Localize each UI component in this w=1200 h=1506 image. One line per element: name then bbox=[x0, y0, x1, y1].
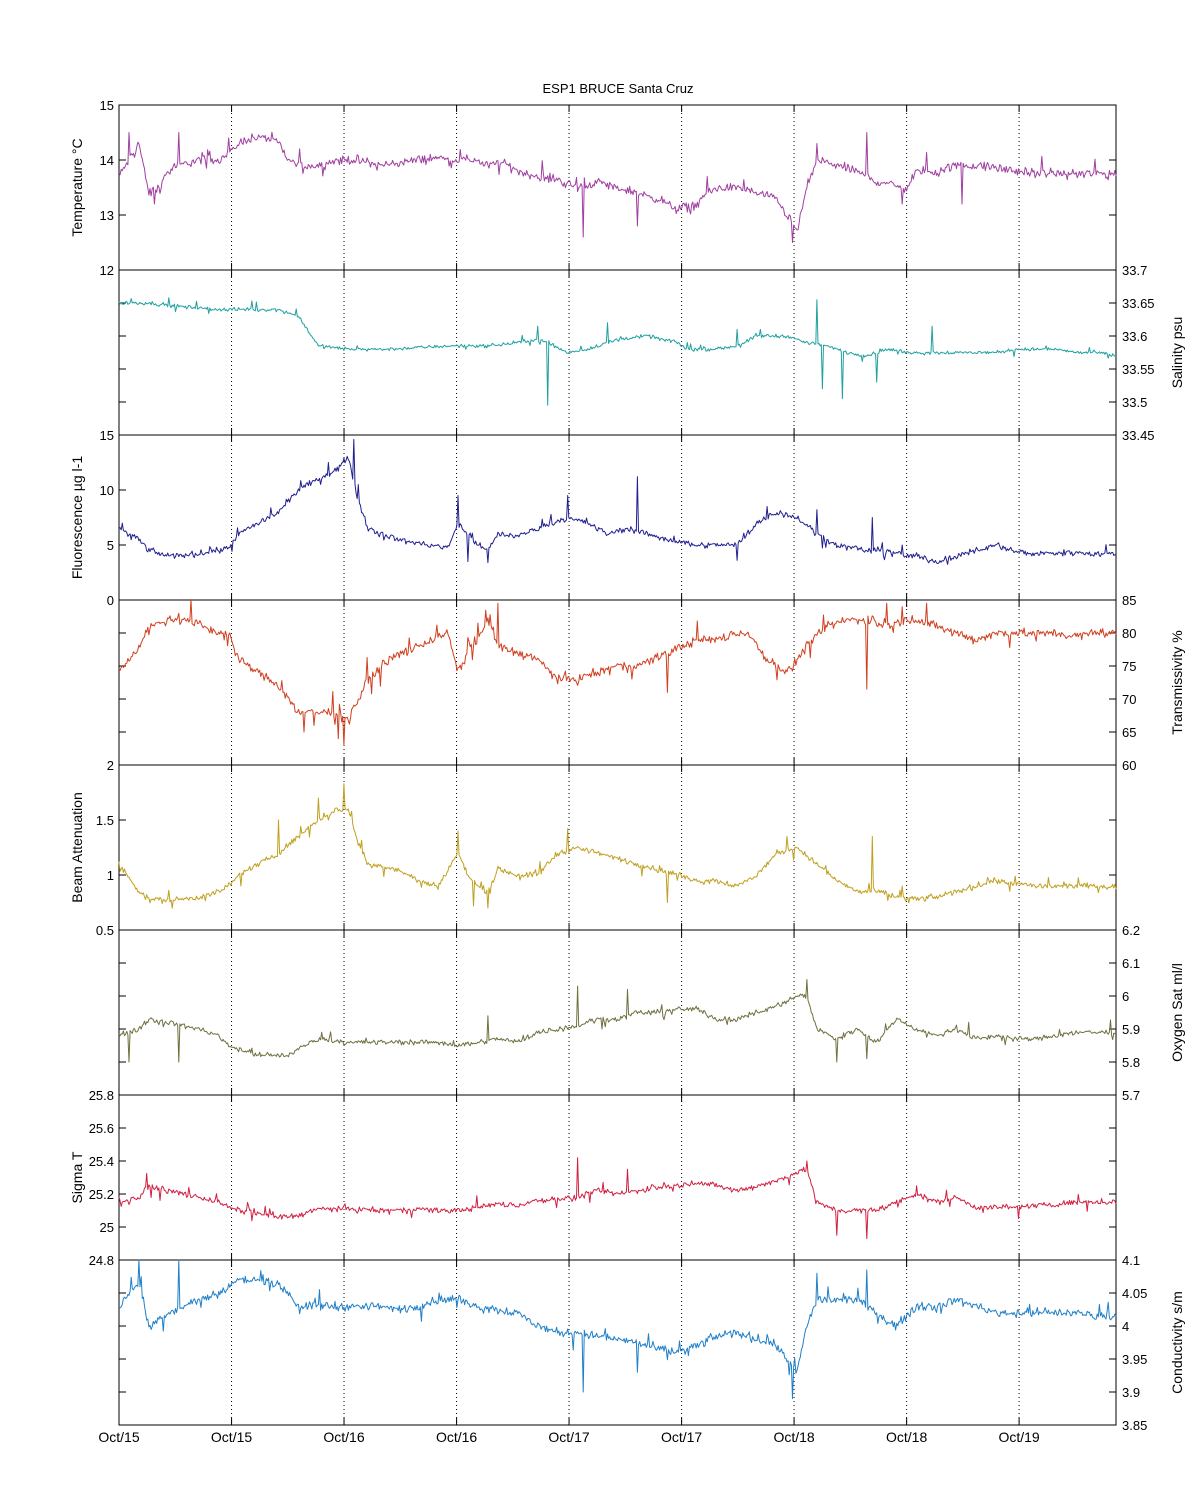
panel-5: 0.5 1 1.5 2 Beam Attenuation bbox=[69, 758, 1117, 938]
series-line-4 bbox=[118, 599, 1117, 746]
series-line-1 bbox=[118, 131, 1117, 243]
x-tick-label: Oct/15 bbox=[98, 1429, 139, 1445]
y-axis-label: Transmissivity % bbox=[1169, 630, 1185, 735]
panel-frame bbox=[118, 764, 1117, 931]
y-axis-label: Conductivity s/m bbox=[1169, 1291, 1185, 1394]
y-tick-label: 6.2 bbox=[1122, 923, 1140, 938]
panel-8: 3.85 3.9 3.95 4 4.05 4.1 Conductivity s/m bbox=[118, 1253, 1185, 1433]
series-line-5 bbox=[118, 783, 1117, 909]
x-tick-label: Oct/16 bbox=[323, 1429, 364, 1445]
panel-frame bbox=[118, 929, 1117, 1096]
panel-4: 60 65 70 75 80 85 Transmissivity % bbox=[118, 593, 1185, 773]
y-tick-label: 0.5 bbox=[96, 923, 114, 938]
y-tick-label: 33.65 bbox=[1122, 296, 1155, 311]
y-tick-label: 5.7 bbox=[1122, 1088, 1140, 1103]
panel-frame bbox=[118, 1094, 1117, 1261]
y-tick-label: 1.5 bbox=[96, 813, 114, 828]
y-tick-label: 4 bbox=[1122, 1319, 1129, 1334]
y-axis-label: Beam Attenuation bbox=[69, 792, 85, 903]
series-line-2 bbox=[118, 297, 1117, 406]
y-tick-label: 4.1 bbox=[1122, 1253, 1140, 1268]
x-tick-label: Oct/15 bbox=[211, 1429, 252, 1445]
y-tick-label: 3.95 bbox=[1122, 1352, 1147, 1367]
y-tick-label: 25.8 bbox=[89, 1088, 114, 1103]
y-tick-label: 6 bbox=[1122, 989, 1129, 1004]
y-tick-label: 13 bbox=[100, 208, 114, 223]
y-tick-label: 33.45 bbox=[1122, 428, 1155, 443]
panel-6: 5.7 5.8 5.9 6 6.1 6.2 Oxygen Sat ml/l bbox=[118, 923, 1185, 1103]
y-axis-label: Oxygen Sat ml/l bbox=[1169, 963, 1185, 1062]
panel-7: 24.8 25 25.2 25.4 25.6 25.8 Sigma T bbox=[69, 1088, 1117, 1268]
y-tick-label: 75 bbox=[1122, 659, 1136, 674]
x-tick-label: Oct/18 bbox=[773, 1429, 814, 1445]
y-tick-label: 24.8 bbox=[89, 1253, 114, 1268]
y-tick-label: 10 bbox=[100, 483, 114, 498]
chart-title: ESP1 BRUCE Santa Cruz bbox=[542, 81, 693, 96]
y-tick-label: 80 bbox=[1122, 626, 1136, 641]
y-tick-label: 15 bbox=[100, 428, 114, 443]
y-tick-label: 0 bbox=[107, 593, 114, 608]
series-line-7 bbox=[118, 1157, 1117, 1240]
y-tick-label: 5.9 bbox=[1122, 1022, 1140, 1037]
y-tick-label: 15 bbox=[100, 98, 114, 113]
panel-3: 0 5 10 15 Fluorescence µg l-1 bbox=[69, 428, 1117, 608]
panel-2: 33.45 33.5 33.55 33.6 33.65 33.7 Salinity psu bbox=[118, 263, 1185, 443]
y-axis-label: Salinity psu bbox=[1169, 317, 1185, 389]
y-tick-label: 2 bbox=[107, 758, 114, 773]
y-tick-label: 3.9 bbox=[1122, 1385, 1140, 1400]
y-axis-label: Sigma T bbox=[69, 1151, 85, 1203]
y-tick-label: 1 bbox=[107, 868, 114, 883]
y-tick-label: 65 bbox=[1122, 725, 1136, 740]
y-tick-label: 25.2 bbox=[89, 1187, 114, 1202]
x-tick-label: Oct/18 bbox=[886, 1429, 927, 1445]
y-tick-label: 12 bbox=[100, 263, 114, 278]
x-tick-label: Oct/19 bbox=[998, 1429, 1039, 1445]
y-tick-label: 70 bbox=[1122, 692, 1136, 707]
series-line-8 bbox=[118, 1259, 1117, 1400]
x-tick-label: Oct/16 bbox=[436, 1429, 477, 1445]
y-axis-label: Fluorescence µg l-1 bbox=[69, 456, 85, 579]
panel-frame bbox=[118, 599, 1117, 766]
y-axis-label: Temperature °C bbox=[69, 138, 85, 236]
y-tick-label: 14 bbox=[100, 153, 114, 168]
y-tick-label: 4.05 bbox=[1122, 1286, 1147, 1301]
panel-frame bbox=[118, 1259, 1117, 1426]
y-tick-label: 25 bbox=[100, 1220, 114, 1235]
panel-1: 12 13 14 15 Temperature °C bbox=[69, 98, 1117, 278]
x-tick-label: Oct/17 bbox=[661, 1429, 702, 1445]
y-tick-label: 5 bbox=[107, 538, 114, 553]
y-tick-label: 33.7 bbox=[1122, 263, 1147, 278]
y-tick-label: 33.6 bbox=[1122, 329, 1147, 344]
y-tick-label: 25.4 bbox=[89, 1154, 114, 1169]
y-tick-label: 3.85 bbox=[1122, 1418, 1147, 1433]
y-tick-label: 6.1 bbox=[1122, 956, 1140, 971]
y-tick-label: 25.6 bbox=[89, 1121, 114, 1136]
y-tick-label: 85 bbox=[1122, 593, 1136, 608]
series-line-3 bbox=[118, 438, 1117, 565]
series-line-6 bbox=[118, 979, 1117, 1063]
y-tick-label: 33.5 bbox=[1122, 395, 1147, 410]
y-tick-label: 60 bbox=[1122, 758, 1136, 773]
y-tick-label: 5.8 bbox=[1122, 1055, 1140, 1070]
x-tick-label: Oct/17 bbox=[548, 1429, 589, 1445]
y-tick-label: 33.55 bbox=[1122, 362, 1155, 377]
